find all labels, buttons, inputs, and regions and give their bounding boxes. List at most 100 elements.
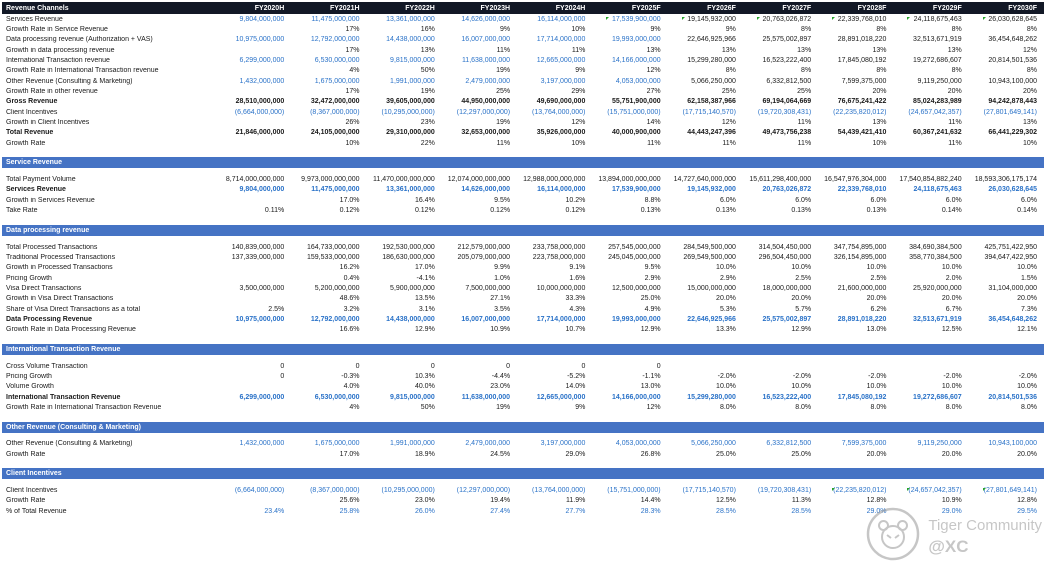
cell-value: 16,007,000,000	[461, 36, 511, 44]
row-growth-rate: Growth Rate 10% 22% 11% 10% 11% 11% 11% 10% 11% 10…	[2, 138, 1044, 148]
row-label: Traditional Processed Transactions	[6, 253, 116, 261]
cell-value: 25%	[797, 88, 812, 96]
cell-value: 26,030,628,645	[969, 16, 1044, 23]
cell-value: 6.0%	[945, 196, 962, 204]
cell-value: 2.5%	[795, 274, 812, 282]
cell-value: 3.1%	[418, 305, 435, 313]
row-growth-rate-in-data-processing-revenue: Growth Rate in Data Processing Revenue 16…	[2, 325, 1044, 335]
cell-value: 11.3%	[791, 497, 812, 505]
cell-flag-triangle-icon	[756, 16, 760, 20]
cell-value: 26.8%	[640, 450, 661, 458]
cell-value: 29.0%	[866, 507, 887, 515]
cell-value: -2.0%	[792, 372, 812, 380]
cell-value: 9.9%	[494, 264, 511, 272]
cell-value: (12,297,000,000)	[456, 108, 511, 116]
cell-value: 20.0%	[1017, 295, 1037, 303]
section-band-data-processing-revenue: Data processing revenue	[2, 224, 1044, 236]
cell-value: 12,792,000,000	[310, 315, 360, 323]
cell-value: 8.0%	[719, 403, 736, 411]
cell-value: 11.9%	[566, 497, 586, 505]
cell-value: -2.0%	[943, 372, 962, 380]
row-label: Pricing Growth	[6, 274, 52, 282]
cell-value: 25,575,002,897	[762, 315, 812, 323]
cell-value: 1,991,000,000	[390, 440, 435, 448]
cell-value: 22,339,768,010	[837, 186, 887, 194]
row-label: Growth Rate	[6, 139, 46, 147]
cell-value: 20%	[947, 88, 962, 96]
cell-value: 11,475,000,000	[311, 186, 360, 194]
cell-value: 6.2%	[870, 305, 887, 313]
cell-value: 12,074,000,000,000	[447, 176, 511, 184]
cell-value: 22,646,925,966	[687, 315, 736, 323]
row-of-total-revenue: % of Total Revenue 23.4% 25.8% 26.0% 27.4% 27…	[2, 506, 1044, 516]
cell-value: 28,891,018,220	[837, 36, 887, 44]
cell-value: 10,975,000,000	[235, 36, 285, 44]
cell-value: 49,473,756,238	[762, 129, 812, 137]
cell-value: 17,539,900,000	[611, 186, 661, 194]
cell-value: 44,950,000,000	[461, 98, 511, 106]
cell-value: 24,105,000,000	[310, 129, 360, 137]
cell-value: 17,714,000,000	[536, 315, 586, 323]
cell-value: 17.0%	[339, 450, 360, 458]
row-label: International Transaction revenue	[6, 57, 110, 65]
column-header-fy2024h: FY2024H	[555, 4, 586, 12]
cell-value: 1,675,000,000	[314, 440, 360, 448]
tiger-logo-icon	[866, 507, 920, 566]
cell-value: 12,665,000,000	[536, 393, 586, 401]
cell-value: 14%	[646, 119, 661, 127]
row-label: Client Incentives	[6, 487, 58, 495]
cell-value: 17.0%	[414, 264, 435, 272]
row-share-of-visa-direct-transactions-as-a-total: Share of Visa Direct Transactions as a t…	[2, 304, 1044, 314]
cell-value: 10.0%	[1017, 264, 1037, 272]
column-header-fy2025f: FY2025F	[631, 4, 661, 12]
cell-value: 6.7%	[945, 305, 962, 313]
cell-value: (8,367,000,000)	[310, 108, 360, 116]
cell-value: 17.0%	[339, 196, 360, 204]
cell-value: 16.6%	[339, 326, 360, 334]
cell-value: 50%	[420, 403, 435, 411]
sheet-body: Services Revenue 9,804,000,000 11,475,000,…	[2, 14, 1044, 516]
row-label: Data Processing Revenue	[6, 315, 92, 323]
cell-value: 13%	[872, 46, 887, 54]
cell-value: 85,024,283,989	[913, 98, 962, 106]
cell-value: 14,727,640,000,000	[673, 176, 736, 184]
cell-value: 17%	[345, 46, 360, 54]
cell-value: 8.8%	[644, 196, 661, 204]
cell-value: 10,000,000,000	[536, 284, 586, 292]
cell-value: 20.0%	[866, 450, 887, 458]
cell-value: (10,295,000,000)	[381, 108, 435, 116]
cell-value: 4,053,000,000	[615, 440, 661, 448]
cell-value: 10.0%	[941, 383, 962, 391]
cell-value: 257,545,000,000	[608, 243, 661, 251]
cell-value: 10.0%	[716, 264, 736, 272]
cell-value: 269,549,500,000	[683, 253, 736, 261]
column-header-fy2030f: FY2030F	[1008, 4, 1037, 12]
cell-value: 28.3%	[640, 507, 661, 515]
cell-value: 6.0%	[719, 196, 736, 204]
cell-value: 0.13%	[866, 207, 887, 215]
cell-value: 8%	[1026, 26, 1037, 34]
column-header-fy2026f: FY2026F	[707, 4, 736, 12]
row-label: Cross Volume Transaction	[6, 362, 88, 370]
cell-value: 18,000,000,000	[762, 284, 812, 292]
cell-flag-triangle-icon	[982, 16, 986, 20]
cell-value: 11%	[496, 46, 511, 54]
cell-value: 50%	[420, 67, 435, 75]
cell-value: 32,513,671,919	[913, 315, 962, 323]
cell-value: 13,361,000,000	[386, 186, 435, 194]
row-total-payment-volume: Total Payment Volume 8,714,000,000,000 9,9…	[2, 174, 1044, 184]
cell-value: 1.6%	[569, 274, 586, 282]
row-label: Data processing revenue (Authorization +…	[6, 36, 153, 44]
cell-value: 14,438,000,000	[386, 315, 435, 323]
cell-value: 5.7%	[795, 305, 812, 313]
cell-value: 0	[280, 362, 285, 370]
cell-value: 14,626,000,000	[461, 186, 511, 194]
cell-value: 19,145,932,000	[668, 16, 743, 23]
row-client-incentives: Client Incentives (6,664,000,000) (8,367,0…	[2, 107, 1044, 117]
cell-flag-triangle-icon	[982, 488, 986, 492]
cell-value: 13.0%	[866, 326, 887, 334]
cell-value: 12%	[721, 119, 736, 127]
row-label: Volume Growth	[6, 383, 54, 391]
cell-value: (8,367,000,000)	[310, 487, 360, 495]
